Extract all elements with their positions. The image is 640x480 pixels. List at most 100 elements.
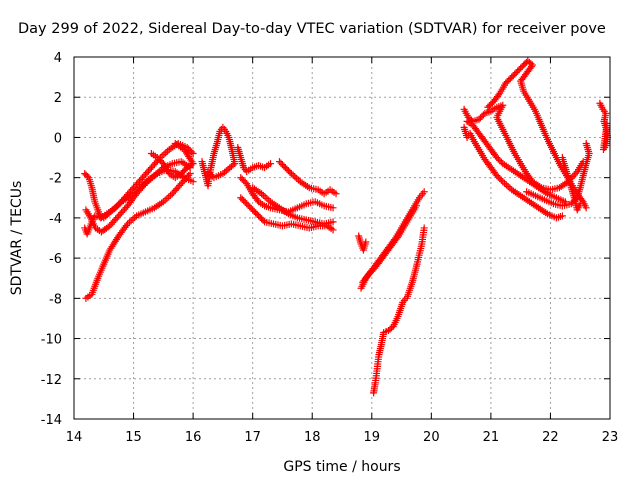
- data-point: [180, 176, 188, 184]
- data-point: [150, 160, 158, 168]
- data-point: [420, 224, 428, 232]
- series-s20: [523, 139, 593, 210]
- x-tick-label: 17: [244, 430, 261, 445]
- x-tick-label: 15: [125, 430, 142, 445]
- data-point: [125, 218, 133, 226]
- data-point: [250, 207, 258, 215]
- data-point: [238, 195, 246, 203]
- data-point: [221, 168, 229, 176]
- data-point: [249, 206, 257, 214]
- data-point: [160, 150, 168, 158]
- x-tick-label: 21: [483, 430, 500, 445]
- series-s22: [596, 99, 612, 154]
- data-point: [497, 176, 505, 184]
- series-s5: [147, 139, 197, 182]
- data-point: [283, 165, 291, 173]
- data-point: [133, 180, 141, 188]
- data-point: [420, 188, 428, 196]
- data-point: [189, 178, 197, 186]
- data-point: [244, 201, 252, 209]
- y-tick-label: -8: [49, 292, 62, 307]
- data-point: [186, 170, 194, 178]
- y-tick-label: -6: [49, 252, 62, 267]
- data-point: [208, 172, 216, 180]
- data-point: [258, 215, 266, 223]
- data-point: [241, 178, 249, 186]
- data-point: [122, 222, 130, 230]
- data-point: [366, 269, 374, 277]
- data-point: [174, 183, 182, 191]
- data-point: [237, 174, 245, 182]
- data-point: [237, 194, 245, 202]
- data-point: [171, 139, 179, 147]
- data-point: [515, 66, 523, 74]
- data-point: [176, 181, 184, 189]
- series-s4: [82, 170, 194, 302]
- data-point: [106, 222, 114, 230]
- data-point: [284, 167, 292, 175]
- x-tick-label: 23: [602, 430, 619, 445]
- data-point: [501, 179, 509, 187]
- data-point: [141, 170, 149, 178]
- data-point: [493, 172, 501, 180]
- data-point: [115, 212, 123, 220]
- data-point: [204, 168, 212, 176]
- data-point: [116, 210, 124, 218]
- data-point: [329, 204, 337, 212]
- series-s18: [460, 101, 587, 194]
- plot-frame: [73, 56, 611, 420]
- data-point: [329, 226, 337, 234]
- data-point: [582, 139, 590, 147]
- data-point: [508, 73, 516, 81]
- data-point: [505, 76, 513, 84]
- series-s8: [237, 194, 337, 234]
- data-point: [210, 174, 218, 182]
- data-point: [561, 198, 569, 206]
- data-point: [136, 177, 144, 185]
- data-point: [329, 218, 337, 226]
- x-tick-label: 16: [185, 430, 202, 445]
- series-s6: [198, 123, 239, 190]
- y-tick-label: 0: [54, 131, 62, 146]
- data-point: [121, 205, 129, 213]
- data-point: [503, 78, 511, 86]
- data-point: [256, 213, 264, 221]
- y-tick-label: -10: [41, 333, 62, 348]
- x-tick-label: 22: [542, 430, 559, 445]
- y-tick-label: -12: [41, 373, 62, 388]
- data-point: [263, 195, 271, 203]
- series-s12: [355, 232, 370, 254]
- y-tick-label: 4: [54, 51, 62, 66]
- data-point: [393, 234, 401, 242]
- data-point: [603, 119, 611, 127]
- data-point: [168, 190, 176, 198]
- data-point: [182, 175, 190, 183]
- data-point: [144, 167, 152, 175]
- y-tick-label: -4: [49, 212, 62, 227]
- data-point: [112, 215, 120, 223]
- data-point: [487, 100, 495, 108]
- data-point: [166, 191, 174, 199]
- data-point: [207, 171, 215, 179]
- chart-title: Day 299 of 2022, Sidereal Day-to-day VTE…: [18, 21, 606, 37]
- data-point: [162, 149, 170, 157]
- data-point: [109, 219, 117, 227]
- x-tick-label: 18: [304, 430, 321, 445]
- data-point: [502, 181, 510, 189]
- data-point: [253, 196, 261, 204]
- data-point: [149, 162, 157, 170]
- data-point: [494, 155, 502, 163]
- series-s10: [275, 158, 340, 198]
- data-point: [241, 198, 249, 206]
- data-point: [189, 150, 197, 158]
- data-point: [504, 183, 512, 191]
- data-points: [81, 57, 612, 397]
- data-point: [155, 155, 163, 163]
- data-point: [146, 165, 154, 173]
- data-point: [332, 190, 340, 198]
- axis-ticks: 14 15 16 17 18 19 20 21 22 23 -14 -12 -10 -8 -6 -4 -2 0 2 4: [41, 51, 619, 445]
- data-point: [517, 64, 525, 72]
- data-point: [475, 115, 483, 123]
- data-point: [576, 200, 584, 208]
- data-point: [506, 75, 514, 83]
